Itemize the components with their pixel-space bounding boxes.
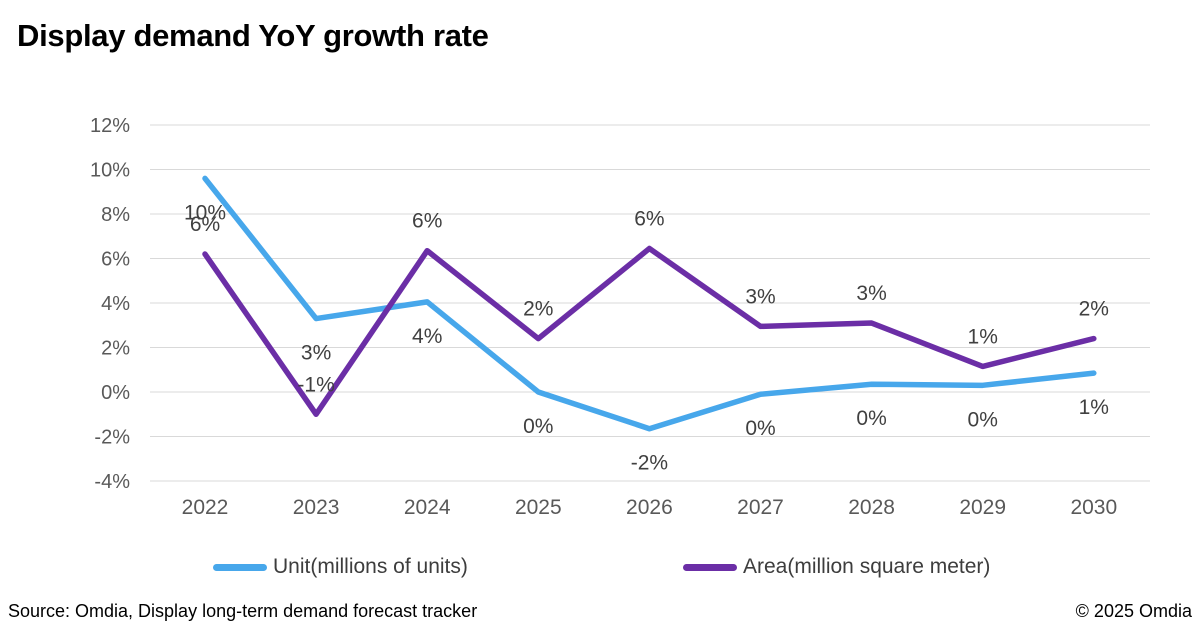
footer: Source: Omdia, Display long-term demand …: [8, 601, 1192, 622]
x-axis-year-label: 2029: [959, 496, 1006, 519]
data-label: 10%: [184, 201, 226, 224]
y-axis-tick-label: 4%: [101, 293, 130, 315]
data-label: 6%: [634, 207, 664, 230]
data-label: -1%: [297, 373, 334, 396]
legend-label-area: Area(million square meter): [743, 555, 991, 578]
data-label: 0%: [523, 415, 553, 438]
data-label: 0%: [968, 408, 998, 431]
data-label: 3%: [301, 342, 331, 365]
page-title: Display demand YoY growth rate: [17, 18, 489, 53]
x-axis-year-label: 2025: [515, 496, 562, 519]
legend-item-area: Area(million square meter): [683, 554, 990, 580]
x-axis-year-label: 2022: [182, 496, 229, 519]
data-label: 3%: [745, 285, 775, 308]
x-axis-year-label: 2026: [626, 496, 673, 519]
y-axis-tick-label: 12%: [90, 115, 130, 137]
data-label: 0%: [856, 407, 886, 430]
y-axis-tick-label: -2%: [94, 427, 130, 449]
legend-swatch-unit-icon: [213, 563, 267, 571]
data-label: 0%: [745, 417, 775, 440]
y-axis-tick-label: -4%: [94, 471, 130, 493]
x-axis-year-label: 2027: [737, 496, 784, 519]
x-axis-year-label: 2024: [404, 496, 451, 519]
data-label: -2%: [631, 452, 668, 475]
data-label: 6%: [412, 210, 442, 233]
y-axis-tick-label: 2%: [101, 338, 130, 360]
source-note: Source: Omdia, Display long-term demand …: [8, 601, 478, 621]
y-axis-tick-label: 6%: [101, 249, 130, 271]
data-label: 2%: [1079, 298, 1109, 321]
y-axis-tick-label: 8%: [101, 204, 130, 226]
copyright-note: © 2025 Omdia: [1075, 601, 1192, 621]
data-label: 6%: [190, 213, 220, 236]
legend-swatch-area-icon: [683, 563, 737, 571]
legend-label-unit: Unit(millions of units): [273, 555, 468, 578]
x-axis-year-label: 2030: [1070, 496, 1117, 519]
series-line-area: [202, 245, 1097, 417]
data-label: 3%: [856, 282, 886, 305]
data-label: 1%: [968, 325, 998, 348]
series-line-unit: [202, 175, 1097, 432]
data-label: 4%: [412, 325, 442, 348]
data-label: 1%: [1079, 396, 1109, 419]
y-axis-tick-label: 10%: [90, 160, 130, 182]
x-axis-year-label: 2023: [293, 496, 340, 519]
y-axis-tick-label: 0%: [101, 382, 130, 404]
data-label: 2%: [523, 298, 553, 321]
legend-item-unit: Unit(millions of units): [213, 554, 468, 580]
x-axis-year-label: 2028: [848, 496, 895, 519]
